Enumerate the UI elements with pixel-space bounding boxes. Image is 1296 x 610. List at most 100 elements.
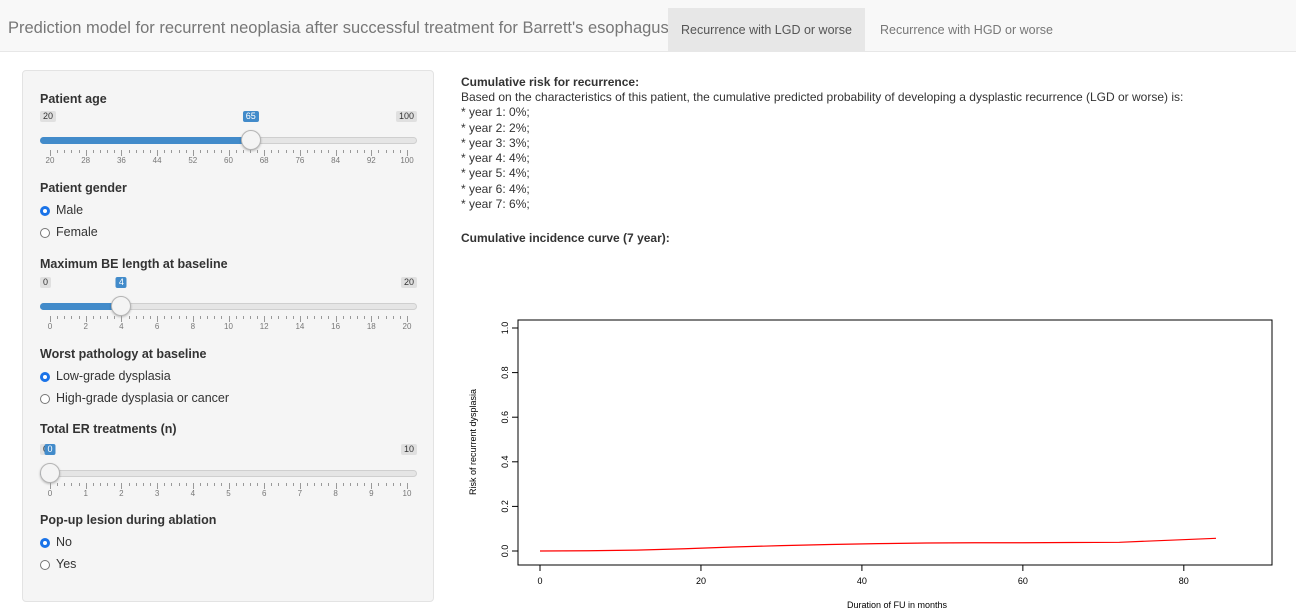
slider-minor-tick <box>278 483 280 486</box>
slider-tick-label: 2 <box>83 322 88 331</box>
er-treatments-slider[interactable]: 0 0 10 0 1 2 3 4 5 6 7 8 9 10 <box>40 444 417 504</box>
slider-minor-tick <box>257 483 259 486</box>
radio-selected-icon[interactable] <box>40 206 50 216</box>
slider-minor-tick <box>321 483 323 486</box>
slider-minor-tick <box>271 150 273 153</box>
radio-selected-icon[interactable] <box>40 372 50 382</box>
slider-major-tick <box>192 316 194 322</box>
slider-tick-label: 6 <box>154 322 160 331</box>
app-title: Prediction model for recurrent neoplasia… <box>8 19 669 37</box>
slider-minor-tick <box>235 483 237 486</box>
slider-minor-tick <box>78 316 80 319</box>
be-length-slider[interactable]: 0 4 20 0 2 4 6 8 10 12 14 16 18 20 <box>40 277 417 337</box>
risk-title: Cumulative risk for recurrence: <box>461 75 640 89</box>
radio-unselected-icon[interactable] <box>40 228 50 238</box>
slider-minor-tick <box>364 316 366 319</box>
slider-major-tick <box>228 483 230 489</box>
slider-minor-tick <box>142 150 144 153</box>
plot-frame <box>517 319 1273 566</box>
slider-minor-tick <box>278 316 280 319</box>
slider-minor-tick <box>142 483 144 486</box>
gender-male-label: Male <box>56 203 84 217</box>
slider-minor-tick <box>342 316 344 319</box>
er-treatments-handle[interactable] <box>40 463 60 483</box>
slider-minor-tick <box>285 483 287 486</box>
slider-minor-tick <box>328 150 330 153</box>
er-treatments-track[interactable] <box>40 470 417 477</box>
slider-major-tick <box>299 150 301 156</box>
slider-major-tick <box>407 316 408 322</box>
tab-hgd[interactable]: Recurrence with HGD or worse <box>880 23 1053 37</box>
slider-minor-tick <box>349 483 351 486</box>
year-3-risk: * year 3: 3%; <box>461 135 530 150</box>
popup-no-radio[interactable]: No <box>40 534 72 550</box>
popup-yes-radio[interactable]: Yes <box>40 556 76 572</box>
age-handle[interactable] <box>240 130 261 150</box>
slider-minor-tick <box>114 150 116 153</box>
age-slider[interactable]: 20 65 100 20 28 36 44 52 60 68 76 84 92 100 <box>40 111 417 171</box>
slider-minor-tick <box>271 483 273 486</box>
slider-minor-tick <box>199 483 201 486</box>
slider-tick-label: 7 <box>297 489 303 498</box>
slider-major-tick <box>335 150 337 156</box>
slider-minor-tick <box>57 150 59 153</box>
slider-minor-tick <box>385 150 387 153</box>
slider-major-tick <box>335 316 337 322</box>
slider-minor-tick <box>114 483 116 486</box>
slider-minor-tick <box>99 150 101 153</box>
x-tick-label: 60 <box>1018 576 1028 586</box>
slider-minor-tick <box>171 316 173 319</box>
radio-unselected-icon[interactable] <box>40 560 50 570</box>
be-length-fill <box>40 303 122 310</box>
pathology-hgd-radio[interactable]: High-grade dysplasia or cancer <box>40 390 229 406</box>
tab-lgd[interactable]: Recurrence with LGD or worse <box>668 8 865 52</box>
slider-minor-tick <box>185 150 187 153</box>
slider-minor-tick <box>164 316 166 319</box>
slider-minor-tick <box>199 150 201 153</box>
slider-minor-tick <box>271 316 273 319</box>
gender-female-radio[interactable]: Female <box>40 224 98 240</box>
year-7-risk: * year 7: 6%; <box>461 197 530 212</box>
slider-minor-tick <box>221 150 223 153</box>
slider-tick-label: 44 <box>152 156 162 165</box>
slider-minor-tick <box>378 483 380 486</box>
slider-minor-tick <box>349 150 351 153</box>
slider-major-tick <box>50 316 51 322</box>
age-label: Patient age <box>40 92 107 106</box>
slider-minor-tick <box>364 483 366 486</box>
slider-minor-tick <box>378 150 380 153</box>
slider-minor-tick <box>128 316 130 319</box>
slider-minor-tick <box>164 150 166 153</box>
slider-minor-tick <box>92 316 94 319</box>
pathology-hgd-label: High-grade dysplasia or cancer <box>56 391 230 405</box>
slider-minor-tick <box>178 483 180 486</box>
gender-male-radio[interactable]: Male <box>40 202 83 218</box>
slider-minor-tick <box>399 316 401 319</box>
slider-minor-tick <box>78 483 80 486</box>
slider-tick-label: 20 <box>402 322 412 331</box>
be-length-handle[interactable] <box>111 296 132 316</box>
slider-tick-label: 6 <box>261 489 267 498</box>
slider-minor-tick <box>214 316 216 319</box>
slider-major-tick <box>50 150 51 156</box>
slider-tick-label: 4 <box>119 322 124 331</box>
x-axis-label: Duration of FU in months <box>847 600 948 610</box>
y-tick-label: 0.8 <box>500 366 510 379</box>
slider-tick-label: 28 <box>81 156 91 165</box>
slider-major-tick <box>85 150 87 156</box>
slider-major-tick <box>264 483 266 489</box>
slider-minor-tick <box>128 150 130 153</box>
pathology-lgd-radio[interactable]: Low-grade dysplasia <box>40 368 171 384</box>
radio-unselected-icon[interactable] <box>40 394 50 404</box>
slider-minor-tick <box>399 483 401 486</box>
slider-minor-tick <box>99 483 101 486</box>
er-treatments-max-label: 10 <box>400 444 417 455</box>
x-axis: 0 20 40 60 80 <box>537 564 1189 586</box>
slider-tick-label: 10 <box>224 322 233 331</box>
slider-minor-tick <box>314 150 316 153</box>
radio-selected-icon[interactable] <box>40 538 50 548</box>
popup-no-label: No <box>56 535 72 549</box>
slider-major-tick <box>157 150 159 156</box>
slider-minor-tick <box>242 483 244 486</box>
slider-minor-tick <box>314 483 316 486</box>
